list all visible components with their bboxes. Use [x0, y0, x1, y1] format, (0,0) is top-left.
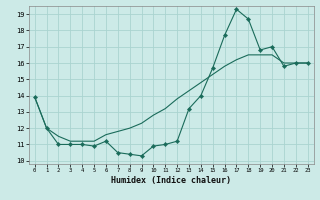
X-axis label: Humidex (Indice chaleur): Humidex (Indice chaleur) — [111, 176, 231, 185]
